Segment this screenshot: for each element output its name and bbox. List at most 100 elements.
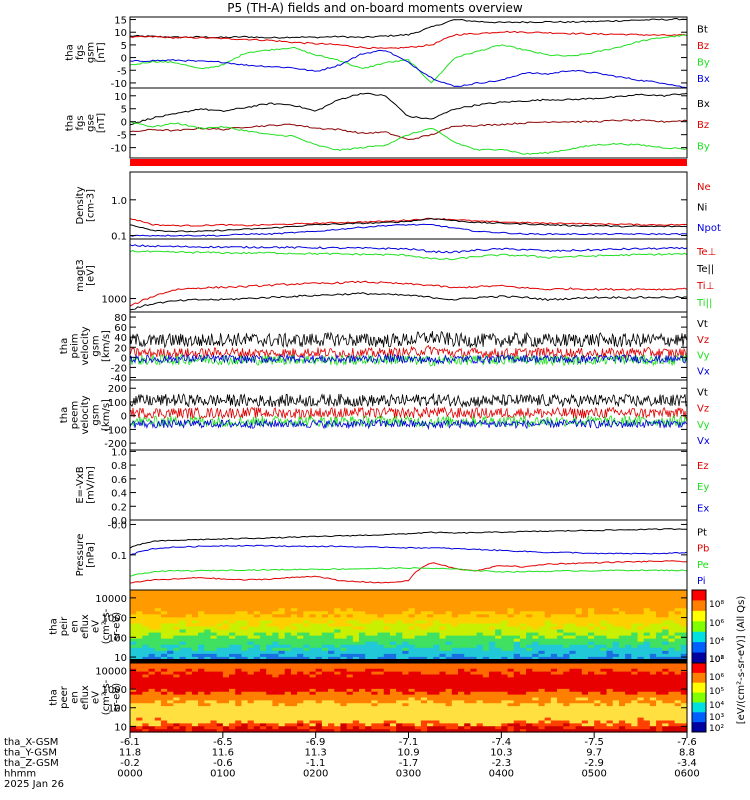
x-value: -1.7: [399, 758, 419, 769]
x-value: 10.9: [397, 748, 419, 759]
colorbar: 10⁸10⁶10⁴10²10⁸10⁶10⁵10⁴10³10²[eV/(cm²-s…: [691, 589, 747, 734]
legend-Ex: Ex: [697, 503, 709, 514]
axis-label-line: tha: [64, 44, 75, 60]
axis-label-line: peer: [59, 685, 70, 709]
tick-label: 10000: [95, 594, 127, 605]
x-value: -6.1: [120, 737, 140, 748]
legend-Pb: Pb: [697, 544, 709, 555]
panel-peer: 10000 1000 100 10 thapeerenefluxeV(cm²-s-sr-…: [49, 662, 688, 733]
axis-label: thafgsgsm[nT]: [64, 42, 107, 63]
axis-label-line: [nT]: [96, 42, 107, 62]
legend-Bz: Bz: [697, 41, 709, 52]
panel-frame: [129, 379, 688, 451]
legend-Vy: Vy: [697, 351, 710, 362]
legend-Pt: Pt: [697, 527, 707, 538]
tick-label: 10: [114, 92, 127, 103]
series-pressure-Pb: [129, 560, 688, 584]
colorbar-tick: 10⁴: [709, 701, 724, 711]
tick-label: 15: [114, 16, 127, 27]
axis-label-line: gsm: [85, 42, 96, 63]
series-density-Ne: [129, 217, 688, 227]
legend-Bx: Bx: [697, 74, 710, 85]
axis-label-line: tha: [59, 407, 70, 423]
tick-label: 10000: [95, 666, 127, 677]
x-value: -0.2: [120, 758, 140, 769]
x-value: 0300: [396, 769, 421, 780]
panel-frame: [129, 171, 688, 240]
axis-label: Pressure[nPa]: [75, 534, 97, 577]
tick-label: -10: [111, 79, 127, 90]
axis-label-line: fgs: [75, 115, 86, 130]
panel-temps: 1000 magt3[eV] Te⊥ Te|| Ti⊥ Ti||: [75, 238, 716, 313]
quality-flag-bar: [130, 159, 687, 166]
colorbar-segment: [692, 600, 706, 612]
tick-label: 100: [108, 633, 127, 644]
tick-label: 0: [121, 412, 127, 423]
colorbar-tick: 10⁸: [709, 600, 724, 610]
panel-fgs_gse: 10 5 0 -5 -10 thafgsgse[nT] Bx Bz By: [64, 87, 710, 159]
x-value: 11.8: [119, 748, 141, 759]
tick-label: 100: [108, 398, 127, 409]
colorbar-segment: [692, 663, 706, 674]
colorbar-tick: 10²: [709, 724, 724, 734]
colorbar-segment: [692, 590, 706, 601]
axis-label-line: Pressure: [75, 534, 86, 577]
series-temps-Ti||: [129, 292, 688, 311]
tick-label: 1000: [102, 295, 127, 306]
tick-label: 0.1: [111, 232, 127, 243]
tick-label: 1000: [102, 614, 127, 625]
tick-label: 5: [121, 41, 127, 52]
legend-Ey: Ey: [697, 482, 709, 493]
legend-Ne: Ne: [697, 182, 711, 193]
axis-label-line: velocity: [80, 395, 91, 434]
axis-label-line: [eV]: [85, 265, 96, 286]
tick-label: -5: [117, 131, 127, 142]
axis-label-line: gsm: [91, 404, 102, 425]
tick-label: 1.0: [111, 196, 127, 207]
colorbar-segment: [692, 672, 706, 684]
x-value: 8.8: [679, 748, 695, 759]
legend-Bt: Bt: [697, 25, 708, 36]
legend-Vz: Vz: [697, 335, 709, 346]
x-value: 0100: [210, 769, 235, 780]
legend-Vz: Vz: [697, 404, 709, 415]
axis-label-line: [km/s]: [101, 330, 112, 362]
x-value: -1.1: [306, 758, 326, 769]
series-peim_vel-Vx: [129, 353, 688, 365]
colorbar-tick: 10⁶: [709, 619, 724, 629]
axis-label-line: en: [70, 620, 81, 633]
x-value: -2.3: [492, 758, 512, 769]
axis-label-line: gsm: [91, 335, 102, 356]
x-value: -6.5: [213, 737, 233, 748]
panel-frame: [129, 311, 688, 381]
legend-Ez: Ez: [697, 461, 709, 472]
panel-frame: [129, 87, 688, 159]
x-value: -7.4: [492, 737, 512, 748]
legend-Vt: Vt: [697, 319, 708, 330]
colorbar-frame: [691, 662, 707, 733]
legend-Bz: Bz: [697, 120, 709, 131]
legend-Bx: Bx: [697, 99, 710, 110]
legend-Vy: Vy: [697, 420, 710, 431]
x-value: -2.9: [584, 758, 604, 769]
axis-label: magt3[eV]: [75, 259, 97, 292]
axis-label-line: [nPa]: [85, 542, 96, 568]
legend-Ti⊥: Ti⊥: [696, 281, 714, 292]
colorbar-segment: [692, 692, 706, 703]
axis-label-line: (cm²-s-: [101, 679, 112, 715]
tick-label: 200: [108, 384, 127, 395]
series-pressure-Pt: [129, 528, 688, 549]
axis-label: thapeirenefluxeV(cm²-s-sr-eV): [49, 608, 123, 644]
legend-By: By: [697, 141, 710, 152]
colorbar-segment: [692, 631, 706, 643]
panel-frame: [129, 238, 688, 313]
x-value: -7.1: [399, 737, 419, 748]
x-value: 11.3: [305, 748, 327, 759]
axis-label: thafgsgse[nT]: [64, 113, 107, 133]
x-value: 0000: [117, 769, 142, 780]
series-pressure-Pi: [129, 544, 688, 556]
legend-Ni: Ni: [697, 203, 707, 214]
axis-label-line: gse: [85, 114, 96, 132]
colorbar-segment: [692, 610, 706, 622]
axis-label-line: Density: [75, 186, 86, 224]
